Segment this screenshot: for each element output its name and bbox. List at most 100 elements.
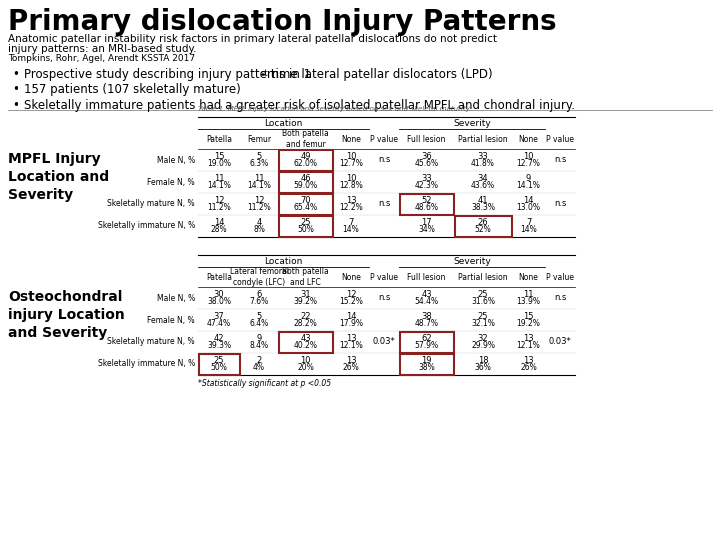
Text: 11.2%: 11.2% bbox=[247, 204, 271, 212]
Text: n.s: n.s bbox=[378, 199, 390, 208]
Text: 12: 12 bbox=[214, 196, 224, 205]
Text: 7: 7 bbox=[348, 218, 354, 227]
Text: time lateral patellar dislocators (LPD): time lateral patellar dislocators (LPD) bbox=[267, 68, 492, 81]
Text: 17.9%: 17.9% bbox=[339, 320, 363, 328]
Text: 6.3%: 6.3% bbox=[249, 159, 269, 168]
Text: Tompkins, Rohr, Agel, Arendt KSSTA 2017: Tompkins, Rohr, Agel, Arendt KSSTA 2017 bbox=[8, 54, 195, 63]
Text: 45.6%: 45.6% bbox=[415, 159, 438, 168]
Text: 59.0%: 59.0% bbox=[294, 181, 318, 191]
Text: 6: 6 bbox=[256, 290, 261, 299]
Text: 43: 43 bbox=[300, 334, 311, 343]
Text: 10: 10 bbox=[300, 356, 311, 365]
Text: n.s: n.s bbox=[378, 294, 390, 302]
Text: 13: 13 bbox=[523, 356, 534, 365]
Text: 12.1%: 12.1% bbox=[339, 341, 363, 350]
Text: 38%: 38% bbox=[418, 363, 435, 373]
Text: 17: 17 bbox=[421, 218, 432, 227]
Text: 50%: 50% bbox=[297, 226, 314, 234]
Text: Both patella
and femur: Both patella and femur bbox=[282, 129, 329, 149]
Text: 49: 49 bbox=[300, 152, 311, 161]
Bar bbox=[279, 172, 333, 192]
Text: None: None bbox=[341, 273, 361, 281]
Text: n.s: n.s bbox=[378, 156, 390, 165]
Text: 4: 4 bbox=[256, 218, 261, 227]
Text: •: • bbox=[12, 83, 19, 96]
Text: 50%: 50% bbox=[210, 363, 228, 373]
Text: Male N, %: Male N, % bbox=[157, 156, 195, 165]
Text: Full lesion: Full lesion bbox=[408, 134, 446, 144]
Text: 65.4%: 65.4% bbox=[294, 204, 318, 212]
Text: 31: 31 bbox=[300, 290, 311, 299]
Text: 14%: 14% bbox=[343, 226, 359, 234]
Text: Partial lesion: Partial lesion bbox=[458, 134, 508, 144]
Text: 18: 18 bbox=[477, 356, 488, 365]
Bar bbox=[199, 354, 240, 375]
Text: 25: 25 bbox=[478, 312, 488, 321]
Text: P value: P value bbox=[546, 134, 574, 144]
Text: 37: 37 bbox=[214, 312, 225, 321]
Text: Severity: Severity bbox=[453, 256, 491, 266]
Text: 12.1%: 12.1% bbox=[517, 341, 541, 350]
Text: 25: 25 bbox=[478, 290, 488, 299]
Text: Partial lesion: Partial lesion bbox=[458, 273, 508, 281]
Text: 0.03*: 0.03* bbox=[373, 338, 395, 347]
Text: 22: 22 bbox=[300, 312, 311, 321]
Text: 48.6%: 48.6% bbox=[415, 204, 438, 212]
Text: None: None bbox=[341, 134, 361, 144]
Text: Osteochondral
injury Location
and Severity: Osteochondral injury Location and Severi… bbox=[8, 289, 125, 340]
Text: 32.1%: 32.1% bbox=[471, 320, 495, 328]
Text: 42: 42 bbox=[214, 334, 224, 343]
Text: 34: 34 bbox=[477, 174, 488, 183]
Text: 26: 26 bbox=[477, 218, 488, 227]
Text: 62: 62 bbox=[421, 334, 432, 343]
Text: Location: Location bbox=[264, 118, 302, 127]
Text: P value: P value bbox=[546, 273, 574, 281]
Text: 40.2%: 40.2% bbox=[294, 341, 318, 350]
Text: 19.2%: 19.2% bbox=[516, 320, 541, 328]
Text: 10: 10 bbox=[346, 152, 356, 161]
Text: 41: 41 bbox=[478, 196, 488, 205]
Text: 31.6%: 31.6% bbox=[471, 298, 495, 307]
Text: n.s: n.s bbox=[554, 156, 566, 165]
Text: 34%: 34% bbox=[418, 226, 435, 234]
Text: 7.6%: 7.6% bbox=[249, 298, 269, 307]
Text: 4%: 4% bbox=[253, 363, 265, 373]
Text: 70: 70 bbox=[300, 196, 311, 205]
Text: 13: 13 bbox=[523, 334, 534, 343]
Text: 11.2%: 11.2% bbox=[207, 204, 231, 212]
Text: 14: 14 bbox=[346, 312, 356, 321]
Text: 12.2%: 12.2% bbox=[339, 204, 363, 212]
Text: 39.2%: 39.2% bbox=[294, 298, 318, 307]
Text: 32: 32 bbox=[477, 334, 488, 343]
Text: n.s: n.s bbox=[554, 294, 566, 302]
Text: Female N, %: Female N, % bbox=[148, 178, 195, 186]
Text: 33: 33 bbox=[477, 152, 488, 161]
Text: 12.8%: 12.8% bbox=[339, 181, 363, 191]
Text: Anatomic patellar instability risk factors in primary lateral patellar dislocati: Anatomic patellar instability risk facto… bbox=[8, 34, 497, 44]
Text: *Statistically significant at p <0.05: *Statistically significant at p <0.05 bbox=[198, 379, 331, 388]
Text: 5: 5 bbox=[256, 312, 261, 321]
Text: 38.3%: 38.3% bbox=[471, 204, 495, 212]
Bar bbox=[454, 215, 511, 237]
Text: injury patterns: an MRI-based study.: injury patterns: an MRI-based study. bbox=[8, 44, 197, 54]
Text: Femur: Femur bbox=[247, 134, 271, 144]
Text: n.s: n.s bbox=[554, 199, 566, 208]
Bar bbox=[279, 193, 333, 214]
Text: 13: 13 bbox=[346, 196, 356, 205]
Text: 30: 30 bbox=[214, 290, 225, 299]
Bar bbox=[279, 215, 333, 237]
Text: 8%: 8% bbox=[253, 226, 265, 234]
Text: 39.3%: 39.3% bbox=[207, 341, 231, 350]
Text: P value: P value bbox=[370, 273, 398, 281]
Text: Primary dislocation Injury Patterns: Primary dislocation Injury Patterns bbox=[8, 8, 557, 36]
Text: 15.2%: 15.2% bbox=[339, 298, 363, 307]
Text: 9: 9 bbox=[526, 174, 531, 183]
Text: 38.0%: 38.0% bbox=[207, 298, 231, 307]
Text: 42.3%: 42.3% bbox=[415, 181, 438, 191]
Text: 54.4%: 54.4% bbox=[415, 298, 438, 307]
Text: 52: 52 bbox=[421, 196, 432, 205]
Text: 33: 33 bbox=[421, 174, 432, 183]
Text: 19.0%: 19.0% bbox=[207, 159, 231, 168]
Text: Location: Location bbox=[264, 256, 302, 266]
Text: 36: 36 bbox=[421, 152, 432, 161]
